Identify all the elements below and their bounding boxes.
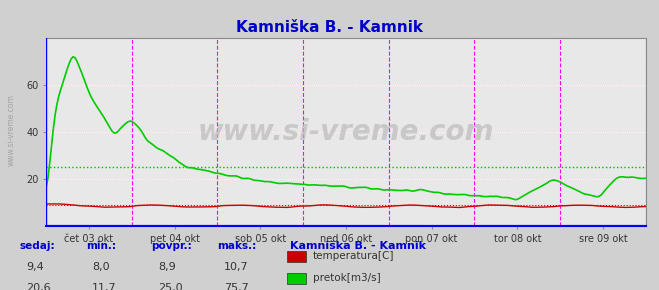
Text: povpr.:: povpr.: xyxy=(152,241,192,251)
Text: 75,7: 75,7 xyxy=(224,283,249,290)
Text: 10,7: 10,7 xyxy=(224,262,248,272)
Text: sedaj:: sedaj: xyxy=(20,241,55,251)
Text: maks.:: maks.: xyxy=(217,241,257,251)
Text: www.si-vreme.com: www.si-vreme.com xyxy=(198,118,494,146)
FancyBboxPatch shape xyxy=(287,251,306,262)
Text: pretok[m3/s]: pretok[m3/s] xyxy=(313,273,381,283)
FancyBboxPatch shape xyxy=(287,273,306,284)
Text: 25,0: 25,0 xyxy=(158,283,183,290)
Text: Kamniška B. - Kamnik: Kamniška B. - Kamnik xyxy=(236,20,423,35)
Text: min.:: min.: xyxy=(86,241,116,251)
Text: Kamniška B. - Kamnik: Kamniška B. - Kamnik xyxy=(290,241,426,251)
Text: temperatura[C]: temperatura[C] xyxy=(313,251,395,261)
Text: 8,0: 8,0 xyxy=(92,262,110,272)
Text: 8,9: 8,9 xyxy=(158,262,176,272)
Text: 20,6: 20,6 xyxy=(26,283,51,290)
Text: www.si-vreme.com: www.si-vreme.com xyxy=(7,95,16,166)
Text: 9,4: 9,4 xyxy=(26,262,44,272)
Text: 11,7: 11,7 xyxy=(92,283,117,290)
